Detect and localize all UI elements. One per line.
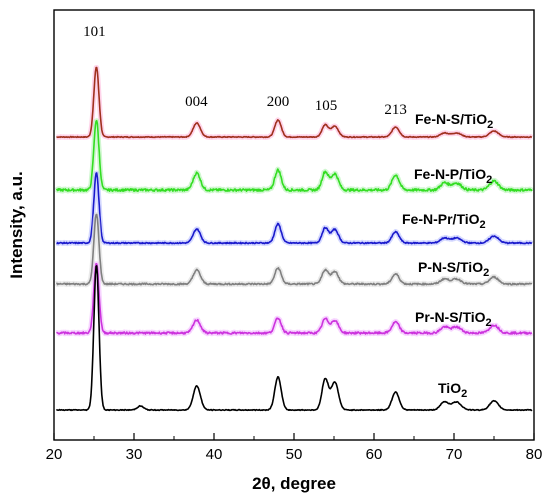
series-label-3: P-N-S/TiO2 bbox=[418, 259, 489, 279]
peak-label-004: 004 bbox=[185, 94, 208, 110]
series-line-0 bbox=[56, 66, 533, 139]
peak-label-200: 200 bbox=[267, 94, 290, 110]
x-axis-ticks: 20 30 40 50 60 70 80 bbox=[46, 433, 543, 463]
peak-label-101: 101 bbox=[83, 24, 106, 40]
x-tick-label: 30 bbox=[126, 446, 143, 463]
series-label-0: Fe-N-S/TiO2 bbox=[415, 111, 493, 131]
series-label-2: Fe-N-Pr/TiO2 bbox=[402, 211, 486, 231]
x-tick-label: 80 bbox=[526, 446, 543, 463]
series-label-1: Fe-N-P/TiO2 bbox=[414, 166, 492, 186]
series-layer bbox=[54, 65, 535, 412]
x-tick-label: 40 bbox=[206, 446, 223, 463]
x-tick-label: 50 bbox=[286, 446, 303, 463]
series-line-4 bbox=[56, 263, 533, 335]
series-label-5: TiO2 bbox=[438, 380, 467, 400]
series-labels: Fe-N-S/TiO2 Fe-N-P/TiO2 Fe-N-Pr/TiO2 P-N-S/… bbox=[402, 111, 493, 400]
series-line-5 bbox=[55, 265, 533, 412]
series-line-2 bbox=[56, 172, 533, 245]
x-tick-label: 60 bbox=[366, 446, 383, 463]
peak-labels: 101 004 200 105 213 bbox=[83, 24, 407, 118]
x-tick-label: 20 bbox=[46, 446, 63, 463]
series-line-3 bbox=[55, 213, 533, 286]
peak-label-105: 105 bbox=[315, 98, 338, 114]
x-axis-title: 2θ, degree bbox=[252, 474, 336, 493]
x-tick-label: 70 bbox=[446, 446, 463, 463]
y-axis-title: Intensity, a.u. bbox=[7, 171, 26, 278]
peak-label-213: 213 bbox=[384, 102, 407, 118]
series-line-1 bbox=[55, 119, 533, 192]
series-label-4: Pr-N-S/TiO2 bbox=[415, 309, 492, 329]
